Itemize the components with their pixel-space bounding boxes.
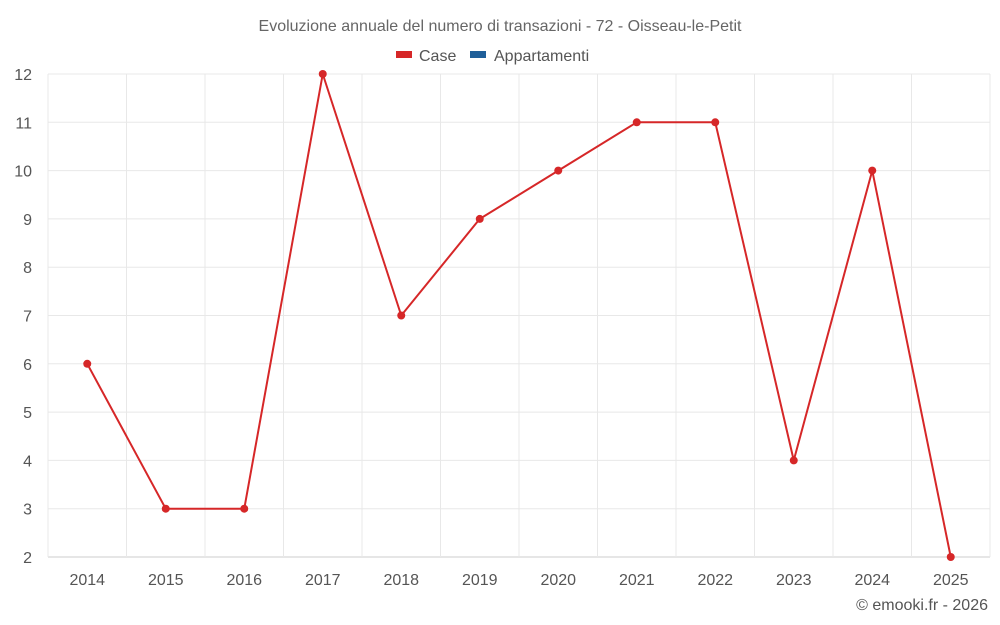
series-line bbox=[86, 73, 952, 558]
x-tick-label: 2025 bbox=[933, 572, 969, 589]
x-tick-label: 2021 bbox=[619, 572, 655, 589]
y-tick-label: 3 bbox=[23, 502, 32, 519]
data-point[interactable] bbox=[240, 504, 249, 513]
data-point[interactable] bbox=[554, 166, 563, 175]
x-axis-ticks: 2014 2015 2016 2017 2018 2019 2020 2021 2022 2023… bbox=[69, 572, 968, 589]
y-tick-label: 2 bbox=[23, 550, 32, 567]
y-tick-label: 11 bbox=[15, 115, 32, 132]
series-case bbox=[83, 70, 955, 561]
data-point[interactable] bbox=[318, 70, 327, 78]
legend-item-case[interactable]: Case bbox=[396, 48, 456, 65]
legend-swatch-case bbox=[396, 51, 412, 58]
credit-text: © emooki.fr - 2026 bbox=[856, 597, 988, 614]
legend[interactable]: Case Appartamenti bbox=[396, 48, 589, 65]
data-point[interactable] bbox=[789, 456, 798, 465]
data-point[interactable] bbox=[711, 118, 720, 127]
chart-title: Evoluzione annuale del numero di transaz… bbox=[259, 18, 742, 35]
x-tick-label: 2022 bbox=[697, 572, 733, 589]
y-axis-ticks: 2 3 4 5 6 7 8 9 10 11 12 bbox=[14, 67, 32, 567]
data-point[interactable] bbox=[946, 553, 955, 561]
y-tick-label: 9 bbox=[23, 212, 32, 229]
x-tick-label: 2024 bbox=[854, 572, 890, 589]
data-point[interactable] bbox=[397, 311, 406, 320]
y-tick-label: 4 bbox=[23, 453, 32, 470]
x-tick-label: 2019 bbox=[462, 572, 498, 589]
legend-swatch-appartamenti bbox=[470, 51, 486, 58]
x-tick-label: 2016 bbox=[226, 572, 262, 589]
grid bbox=[47, 73, 991, 558]
data-point[interactable] bbox=[161, 504, 170, 513]
y-tick-label: 6 bbox=[23, 357, 32, 374]
x-tick-label: 2020 bbox=[540, 572, 576, 589]
data-point[interactable] bbox=[868, 166, 877, 175]
y-tick-label: 7 bbox=[23, 309, 32, 326]
y-tick-label: 5 bbox=[23, 405, 32, 422]
y-tick-label: 8 bbox=[23, 260, 32, 277]
legend-label-appartamenti: Appartamenti bbox=[494, 48, 589, 65]
y-tick-label: 12 bbox=[14, 67, 32, 84]
data-point[interactable] bbox=[632, 118, 641, 127]
x-tick-label: 2023 bbox=[776, 572, 812, 589]
legend-label-case: Case bbox=[419, 48, 456, 65]
x-tick-label: 2015 bbox=[148, 572, 184, 589]
legend-item-appartamenti[interactable]: Appartamenti bbox=[470, 48, 589, 65]
y-tick-label: 10 bbox=[14, 164, 32, 181]
x-tick-label: 2018 bbox=[383, 572, 419, 589]
x-tick-label: 2014 bbox=[69, 572, 105, 589]
data-point[interactable] bbox=[83, 359, 92, 368]
x-tick-label: 2017 bbox=[305, 572, 341, 589]
data-point[interactable] bbox=[475, 214, 484, 223]
